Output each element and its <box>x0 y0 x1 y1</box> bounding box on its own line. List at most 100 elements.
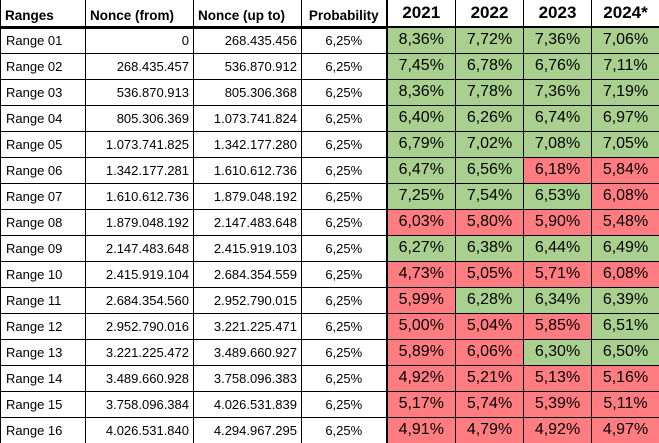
table-row: Range 08 1.879.048.192 2.147.483.648 6,25% 6… <box>0 208 659 236</box>
year-value-cell: 7,36% <box>523 26 592 54</box>
table-row: Range 05 1.073.741.825 1.342.177.280 6,25% 6… <box>0 130 659 158</box>
probability-cell: 6,25% <box>301 364 387 392</box>
col-header-nonce-up-to: Nonce (up to) <box>193 0 302 29</box>
year-value-cell: 5,39% <box>523 390 592 418</box>
probability-cell: 6,25% <box>301 208 387 236</box>
table-row: Range 02 268.435.457 536.870.912 6,25% 7,45%… <box>0 52 659 80</box>
year-value-cell: 5,99% <box>385 286 456 314</box>
year-value-cell: 8,36% <box>385 78 456 106</box>
year-value-cell: 6,76% <box>523 52 592 80</box>
table-body: Range 01 0 268.435.456 6,25% 8,36% 7,72% 7,36%… <box>0 26 659 443</box>
probability-cell: 6,25% <box>301 312 387 340</box>
year-value-cell: 6,38% <box>455 234 524 262</box>
probability-cell: 6,25% <box>301 338 387 366</box>
nonce-from-cell: 3.489.660.928 <box>85 364 194 392</box>
range-cell: Range 13 <box>0 338 86 366</box>
table-row: Range 03 536.870.913 805.306.368 6,25% 8,36%… <box>0 78 659 106</box>
year-value-cell: 5,05% <box>455 260 524 288</box>
header-row: Ranges Nonce (from) Nonce (up to) Probab… <box>0 0 659 29</box>
year-value-cell: 7,19% <box>591 78 659 106</box>
year-value-cell: 7,08% <box>523 130 592 158</box>
probability-cell: 6,25% <box>301 286 387 314</box>
year-value-cell: 4,91% <box>385 416 456 443</box>
nonce-up-to-cell: 1.342.177.280 <box>193 130 302 158</box>
year-value-cell: 4,97% <box>591 416 659 443</box>
nonce-up-to-cell: 2.147.483.648 <box>193 208 302 236</box>
nonce-from-cell: 1.073.741.825 <box>85 130 194 158</box>
range-cell: Range 05 <box>0 130 86 158</box>
nonce-up-to-cell: 268.435.456 <box>193 26 302 54</box>
table-row: Range 09 2.147.483.648 2.415.919.103 6,25% 6… <box>0 234 659 262</box>
year-value-cell: 6,51% <box>591 312 659 340</box>
year-value-cell: 6,40% <box>385 104 456 132</box>
year-value-cell: 6,26% <box>455 104 524 132</box>
table-row: Range 12 2.952.790.016 3.221.225.471 6,25% 5… <box>0 312 659 340</box>
range-cell: Range 08 <box>0 208 86 236</box>
col-header-2022: 2022 <box>455 0 524 28</box>
year-value-cell: 5,04% <box>455 312 524 340</box>
nonce-from-cell: 1.879.048.192 <box>85 208 194 236</box>
nonce-from-cell: 2.684.354.560 <box>85 286 194 314</box>
year-value-cell: 5,89% <box>385 338 456 366</box>
year-value-cell: 6,79% <box>385 130 456 158</box>
nonce-from-cell: 2.952.790.016 <box>85 312 194 340</box>
range-cell: Range 10 <box>0 260 86 288</box>
nonce-from-cell: 3.758.096.384 <box>85 390 194 418</box>
nonce-up-to-cell: 2.415.919.103 <box>193 234 302 262</box>
year-value-cell: 5,84% <box>591 156 659 184</box>
range-cell: Range 16 <box>0 416 86 443</box>
nonce-from-cell: 805.306.369 <box>85 104 194 132</box>
col-header-ranges: Ranges <box>0 0 86 29</box>
probability-cell: 6,25% <box>301 260 387 288</box>
year-value-cell: 7,45% <box>385 52 456 80</box>
year-value-cell: 5,13% <box>523 364 592 392</box>
nonce-up-to-cell: 4.294.967.295 <box>193 416 302 443</box>
probability-cell: 6,25% <box>301 130 387 158</box>
year-value-cell: 5,16% <box>591 364 659 392</box>
year-value-cell: 6,39% <box>591 286 659 314</box>
year-value-cell: 5,71% <box>523 260 592 288</box>
table-row: Range 07 1.610.612.736 1.879.048.192 6,25% 7… <box>0 182 659 210</box>
range-cell: Range 14 <box>0 364 86 392</box>
col-header-2021: 2021 <box>385 0 456 28</box>
year-value-cell: 6,18% <box>523 156 592 184</box>
year-value-cell: 5,90% <box>523 208 592 236</box>
table-row: Range 13 3.221.225.472 3.489.660.927 6,25% 5… <box>0 338 659 366</box>
nonce-up-to-cell: 3.758.096.383 <box>193 364 302 392</box>
nonce-up-to-cell: 3.489.660.927 <box>193 338 302 366</box>
table-row: Range 16 4.026.531.840 4.294.967.295 6,25% 4… <box>0 416 659 443</box>
year-value-cell: 7,36% <box>523 78 592 106</box>
col-header-2024: 2024* <box>591 0 659 28</box>
probability-cell: 6,25% <box>301 52 387 80</box>
table-row: Range 14 3.489.660.928 3.758.096.383 6,25% 4… <box>0 364 659 392</box>
year-value-cell: 7,54% <box>455 182 524 210</box>
year-value-cell: 5,80% <box>455 208 524 236</box>
year-value-cell: 7,06% <box>591 26 659 54</box>
nonce-from-cell: 268.435.457 <box>85 52 194 80</box>
table-row: Range 01 0 268.435.456 6,25% 8,36% 7,72% 7,36%… <box>0 26 659 54</box>
range-cell: Range 01 <box>0 26 86 54</box>
probability-cell: 6,25% <box>301 390 387 418</box>
nonce-up-to-cell: 2.952.790.015 <box>193 286 302 314</box>
year-value-cell: 6,03% <box>385 208 456 236</box>
range-cell: Range 11 <box>0 286 86 314</box>
year-value-cell: 6,53% <box>523 182 592 210</box>
year-value-cell: 7,05% <box>591 130 659 158</box>
year-value-cell: 6,30% <box>523 338 592 366</box>
year-value-cell: 6,50% <box>591 338 659 366</box>
nonce-up-to-cell: 2.684.354.559 <box>193 260 302 288</box>
year-value-cell: 7,02% <box>455 130 524 158</box>
year-value-cell: 6,78% <box>455 52 524 80</box>
probability-cell: 6,25% <box>301 156 387 184</box>
year-value-cell: 4,73% <box>385 260 456 288</box>
range-cell: Range 03 <box>0 78 86 106</box>
range-cell: Range 06 <box>0 156 86 184</box>
table-row: Range 04 805.306.369 1.073.741.824 6,25% 6,4… <box>0 104 659 132</box>
nonce-from-cell: 2.415.919.104 <box>85 260 194 288</box>
table-row: Range 06 1.342.177.281 1.610.612.736 6,25% 6… <box>0 156 659 184</box>
year-value-cell: 6,08% <box>591 260 659 288</box>
year-value-cell: 6,49% <box>591 234 659 262</box>
nonce-from-cell: 536.870.913 <box>85 78 194 106</box>
